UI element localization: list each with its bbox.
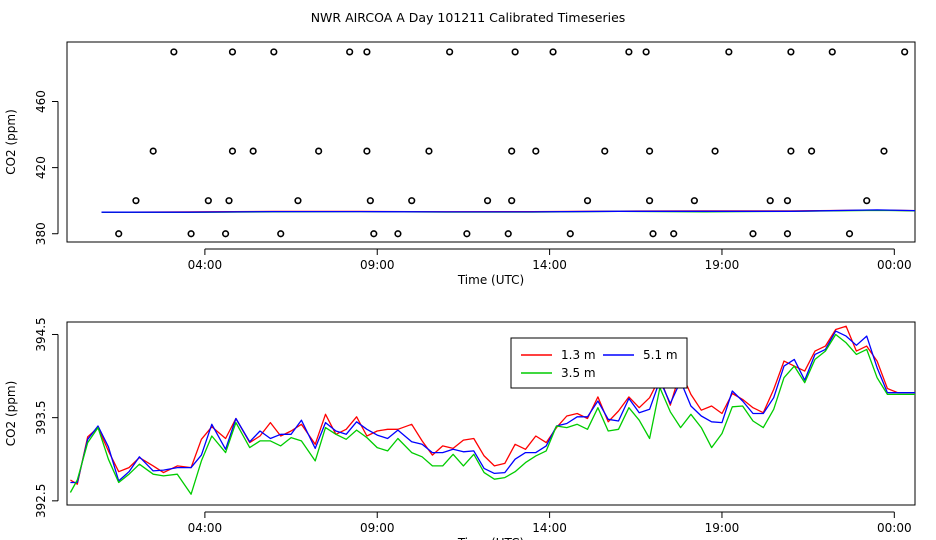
data-point — [463, 230, 471, 238]
x-axis-label: Time (UTC) — [457, 536, 524, 540]
data-point — [446, 48, 454, 56]
legend-label: 3.5 m — [561, 366, 596, 380]
legend: 1.3 m 5.1 m 3.5 m — [510, 337, 688, 389]
data-point — [277, 230, 285, 238]
plot-frame — [66, 321, 916, 506]
x-axis-label: Time (UTC) — [457, 273, 524, 287]
x-tick-label: 14:00 — [532, 258, 567, 272]
data-point — [625, 48, 633, 56]
y-tick-label: 380 — [34, 222, 48, 245]
bottom-panel-timeseries: 04:00 09:00 14:00 19:00 00:00 Time (UTC) 392.5… — [4, 317, 916, 540]
series-line-3-5-m — [69, 333, 915, 495]
data-point — [807, 147, 816, 155]
data-point — [187, 230, 195, 238]
legend-label: 1.3 m — [561, 348, 596, 362]
data-point — [690, 197, 698, 205]
series-line-5-1-m — [70, 330, 915, 484]
data-point — [315, 147, 323, 155]
y-tick-label: 460 — [34, 90, 48, 113]
data-point — [749, 230, 757, 238]
data-point — [845, 230, 854, 238]
data-point — [828, 48, 836, 56]
data-point — [483, 197, 492, 205]
x-tick-label: 00:00 — [877, 258, 912, 272]
data-point — [711, 147, 719, 155]
y-axis-label: CO2 (ppm) — [4, 381, 18, 447]
plot-area — [101, 48, 932, 238]
data-point — [221, 230, 230, 238]
data-point — [532, 147, 540, 155]
data-point — [294, 197, 302, 205]
data-point — [408, 197, 416, 205]
x-tick-label: 04:00 — [188, 258, 223, 272]
data-point — [132, 197, 140, 205]
x-tick-label: 09:00 — [360, 258, 395, 272]
x-tick-label: 09:00 — [360, 521, 395, 535]
legend-box — [510, 337, 688, 389]
data-point — [670, 230, 678, 238]
data-point — [923, 198, 929, 204]
data-point — [583, 197, 592, 205]
x-tick-label: 19:00 — [705, 521, 740, 535]
data-point — [511, 48, 519, 56]
data-point — [919, 49, 925, 55]
data-point — [228, 147, 237, 155]
data-point — [649, 230, 657, 238]
legend-label: 5.1 m — [643, 348, 678, 362]
y-axis-label: CO2 (ppm) — [4, 109, 18, 175]
y-tick-label: 394.5 — [34, 317, 48, 351]
data-point — [645, 197, 654, 205]
y-tick-label: 420 — [34, 156, 48, 179]
data-point — [783, 197, 792, 205]
x-tick-label: 19:00 — [705, 258, 740, 272]
plot-frame — [66, 41, 916, 243]
data-point — [508, 197, 516, 205]
data-point — [228, 48, 237, 56]
data-point — [923, 148, 929, 154]
data-point — [566, 230, 574, 238]
data-point — [366, 197, 374, 205]
data-point — [549, 48, 557, 56]
data-point — [394, 230, 402, 238]
data-point — [363, 48, 371, 56]
x-tick-label: 00:00 — [877, 521, 912, 535]
data-point — [115, 230, 123, 238]
data-point — [170, 48, 178, 56]
data-point — [225, 197, 233, 205]
top-panel-scatter: 04:00 09:00 14:00 19:00 00:00 Time (UTC) 380 42… — [4, 41, 932, 287]
data-point — [880, 147, 888, 155]
x-tick-label: 04:00 — [188, 521, 223, 535]
data-point — [346, 48, 354, 56]
data-point — [508, 147, 516, 155]
data-point — [787, 147, 795, 155]
data-point — [149, 147, 157, 155]
data-point — [766, 197, 774, 205]
series-line-2 — [101, 209, 915, 213]
data-point — [645, 147, 654, 155]
data-point — [249, 147, 257, 155]
data-point — [363, 147, 371, 155]
plot-area — [69, 325, 915, 495]
series-line-1-3-m — [70, 325, 915, 485]
data-point — [370, 230, 378, 238]
data-point — [725, 48, 733, 56]
data-point — [901, 48, 909, 56]
data-point — [204, 197, 212, 205]
data-point — [926, 231, 932, 237]
data-point — [783, 230, 792, 238]
page-title: NWR AIRCOA A Day 101211 Calibrated Times… — [311, 10, 626, 25]
y-tick-label: 392.5 — [34, 484, 48, 518]
data-point — [270, 48, 278, 56]
data-point — [425, 147, 433, 155]
data-point — [504, 230, 512, 238]
data-point — [642, 48, 650, 56]
data-point — [787, 48, 795, 56]
data-point — [601, 147, 609, 155]
data-point — [863, 197, 871, 205]
y-tick-label: 393.5 — [34, 400, 48, 434]
x-tick-label: 14:00 — [532, 521, 567, 535]
